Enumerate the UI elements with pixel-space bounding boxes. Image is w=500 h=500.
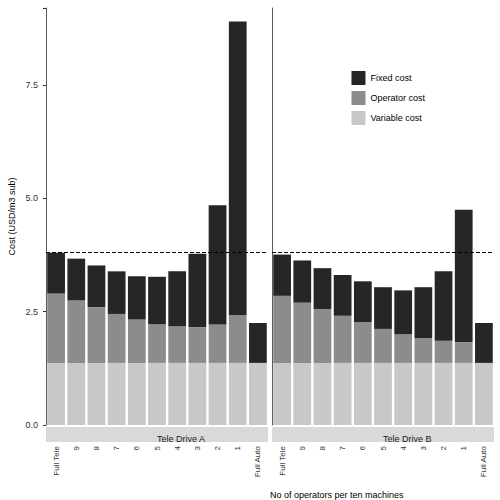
svg-text:Cost (USD/m3 sub): Cost (USD/m3 sub) <box>7 177 17 255</box>
svg-text:9: 9 <box>298 445 307 450</box>
svg-text:Full Tele: Full Tele <box>52 445 61 475</box>
svg-text:9: 9 <box>72 445 81 450</box>
svg-text:8: 8 <box>92 445 101 450</box>
svg-text:0.0: 0.0 <box>25 420 38 430</box>
svg-text:Full Tele: Full Tele <box>278 445 287 475</box>
svg-text:4: 4 <box>173 445 182 450</box>
svg-text:7: 7 <box>112 445 121 450</box>
svg-text:Tele Drive B: Tele Drive B <box>383 434 432 444</box>
svg-text:2: 2 <box>213 445 222 450</box>
svg-text:Tele Drive A: Tele Drive A <box>157 434 205 444</box>
svg-text:5.0: 5.0 <box>25 193 38 203</box>
svg-text:Full Auto: Full Auto <box>253 445 262 477</box>
svg-text:7: 7 <box>338 445 347 450</box>
svg-text:4: 4 <box>399 445 408 450</box>
svg-text:3: 3 <box>419 445 428 450</box>
svg-text:Variable cost: Variable cost <box>370 113 422 123</box>
svg-text:Fixed cost: Fixed cost <box>370 73 412 83</box>
svg-text:3: 3 <box>193 445 202 450</box>
svg-text:Full Auto: Full Auto <box>479 445 488 477</box>
svg-text:8: 8 <box>318 445 327 450</box>
svg-text:6: 6 <box>358 445 367 450</box>
svg-text:Operator cost: Operator cost <box>370 93 425 103</box>
svg-text:5: 5 <box>379 445 388 450</box>
svg-text:7.5: 7.5 <box>25 80 38 90</box>
svg-text:1: 1 <box>459 445 468 450</box>
svg-text:2: 2 <box>439 445 448 450</box>
svg-text:5: 5 <box>153 445 162 450</box>
svg-text:No of operators per ten machin: No of operators per ten machines <box>270 490 404 500</box>
svg-text:1: 1 <box>233 445 242 450</box>
svg-text:6: 6 <box>132 445 141 450</box>
svg-text:2.5: 2.5 <box>25 307 38 317</box>
